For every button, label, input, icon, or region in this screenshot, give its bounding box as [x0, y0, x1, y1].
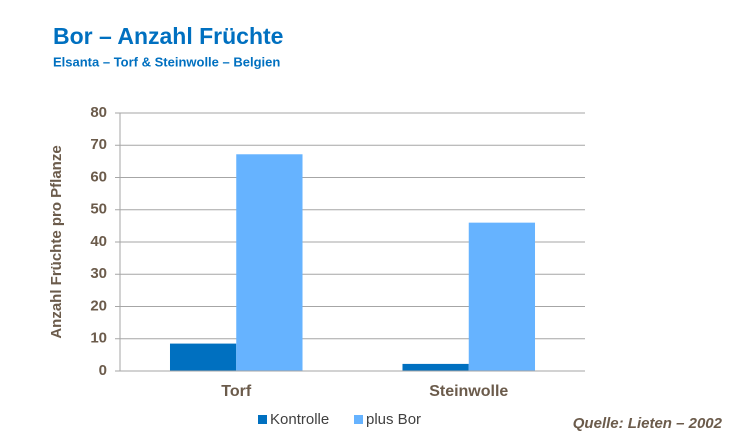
x-tick-label: Steinwolle	[429, 383, 508, 400]
chart-subtitle: Elsanta – Torf & Steinwolle – Belgien	[53, 54, 280, 69]
y-tick-label: 50	[90, 201, 107, 218]
y-tick-label: 80	[90, 104, 107, 121]
y-tick-label: 70	[90, 136, 107, 153]
bar	[236, 154, 303, 371]
legend-swatch	[354, 415, 363, 424]
y-tick-label: 10	[90, 330, 107, 347]
legend-label: plus Bor	[366, 411, 421, 428]
y-tick-label: 40	[90, 233, 107, 250]
y-tick-label: 60	[90, 168, 107, 185]
legend-swatch	[258, 415, 267, 424]
y-tick-label: 30	[90, 265, 107, 282]
bar	[402, 363, 469, 371]
bar	[169, 343, 237, 371]
y-axis-label: Anzahl Früchte pro Pflanze	[48, 145, 65, 338]
y-tick-label: 20	[90, 297, 107, 314]
x-tick-label: Torf	[221, 383, 252, 400]
legend-label: Kontrolle	[270, 411, 329, 428]
y-tick-label: 0	[99, 362, 107, 379]
bar	[468, 222, 536, 371]
chart-title: Bor – Anzahl Früchte	[53, 23, 283, 49]
source-note: Quelle: Lieten – 2002	[573, 415, 723, 432]
